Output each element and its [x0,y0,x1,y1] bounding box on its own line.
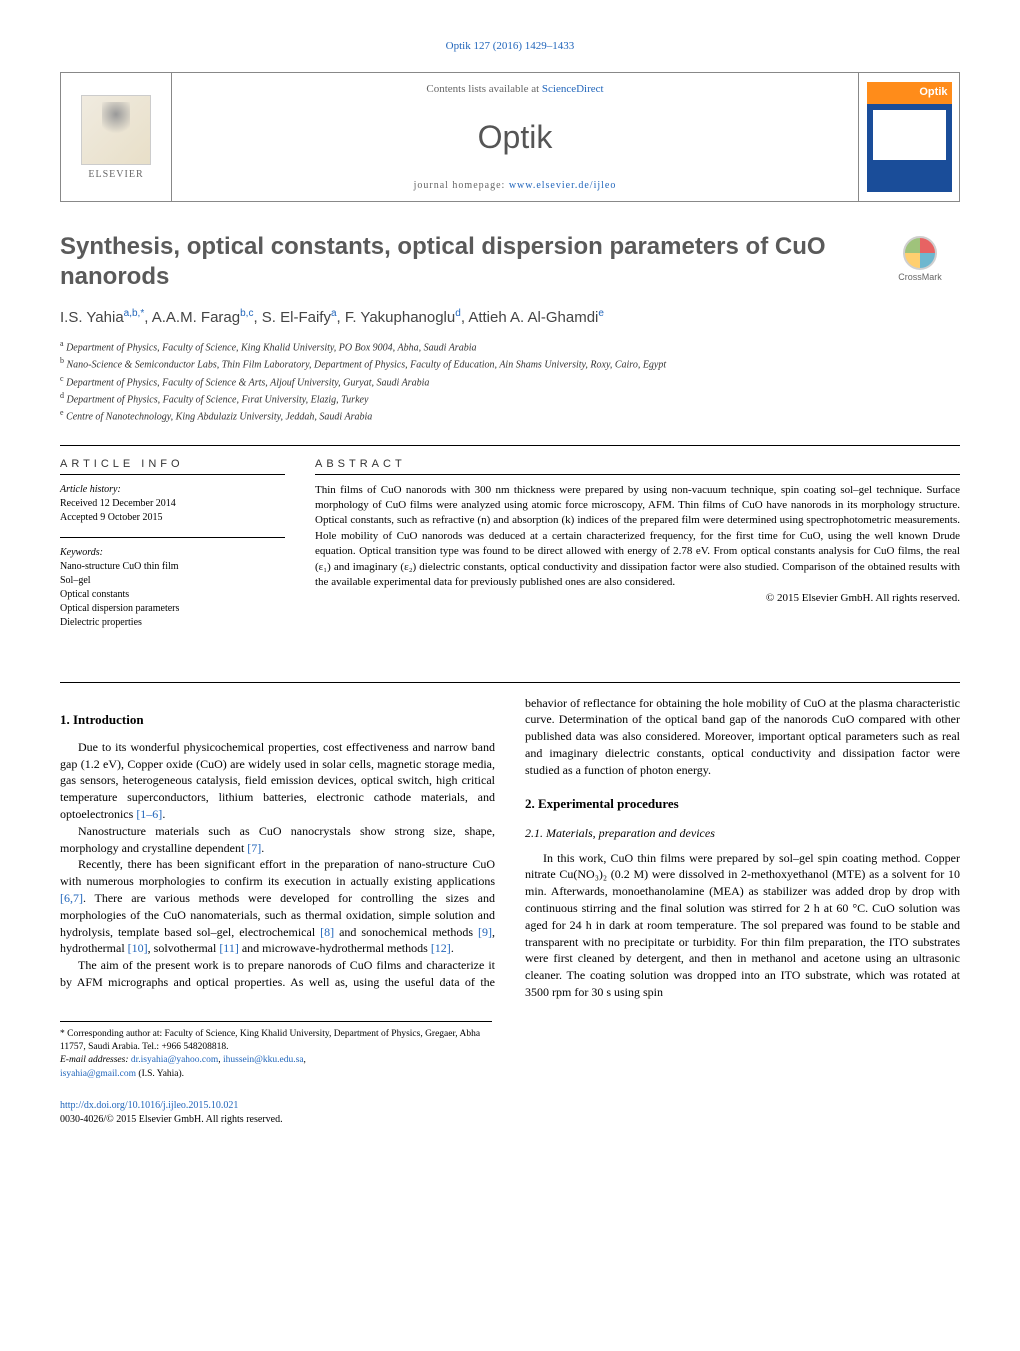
corresponding-author: * Corresponding author at: Faculty of Sc… [60,1028,492,1055]
doi-link[interactable]: http://dx.doi.org/10.1016/j.ijleo.2015.1… [60,1100,238,1111]
section-1-heading: 1. Introduction [60,711,495,729]
author-1-sup: a,b,* [124,308,145,319]
homepage-prefix: journal homepage: [414,180,509,191]
keyword: Sol–gel [60,574,285,588]
footnotes: * Corresponding author at: Faculty of Sc… [60,1021,492,1081]
affiliation-b: b Nano-Science & Semiconductor Labs, Thi… [60,355,960,372]
affiliations: a Department of Physics, Faculty of Scie… [60,338,960,425]
affiliation-a: a Department of Physics, Faculty of Scie… [60,338,960,355]
ref-link[interactable]: [11] [219,941,239,955]
section-2-1-heading: 2.1. Materials, preparation and devices [525,825,960,842]
history-label: Article history: [60,483,285,497]
contents-prefix: Contents lists available at [426,83,541,95]
divider [60,445,960,446]
exp-para: In this work, CuO thin films were prepar… [525,850,960,1001]
keyword: Nano-structure CuO thin film [60,560,285,574]
email-label: E-mail addresses: [60,1055,131,1065]
intro-para-2: Nanostructure materials such as CuO nano… [60,823,495,857]
homepage-line: journal homepage: www.elsevier.de/ijleo [414,180,617,191]
keywords-block: Keywords: Nano-structure CuO thin film S… [60,537,285,630]
ref-link[interactable]: [1–6] [136,807,162,821]
body-columns: 1. Introduction Due to its wonderful phy… [60,695,960,1001]
contents-line: Contents lists available at ScienceDirec… [426,83,603,95]
journal-cover [859,73,959,201]
crossmark-badge[interactable]: CrossMark [880,236,960,282]
abstract-text: Thin films of CuO nanorods with 300 nm t… [315,474,960,591]
affiliation-d: d Department of Physics, Faculty of Scie… [60,390,960,407]
email-line: E-mail addresses: dr.isyahia@yahoo.com, … [60,1054,492,1081]
email-link-3[interactable]: isyahia@gmail.com [60,1069,136,1079]
journal-ref-link[interactable]: Optik 127 (2016) 1429–1433 [446,40,575,52]
email-link-2[interactable]: ihussein@kku.edu.sa [223,1055,304,1065]
section-2-heading: 2. Experimental procedures [525,795,960,813]
journal-header: ELSEVIER Contents lists available at Sci… [60,72,960,202]
article-title: Synthesis, optical constants, optical di… [60,232,860,292]
author-3: , S. El-Faify [253,309,331,326]
keyword: Dielectric properties [60,616,285,630]
keywords-label: Keywords: [60,546,285,560]
ref-link[interactable]: [8] [320,925,334,939]
intro-para-3: Recently, there has been significant eff… [60,856,495,957]
ref-link[interactable]: [12] [431,941,451,955]
publisher-name: ELSEVIER [88,169,143,180]
accepted-date: Accepted 9 October 2015 [60,511,285,525]
elsevier-tree-icon [81,95,151,165]
issn-copyright: 0030-4026/© 2015 Elsevier GmbH. All righ… [60,1114,283,1125]
elsevier-logo: ELSEVIER [61,73,171,201]
article-info-heading: ARTICLE INFO [60,458,285,470]
email-person: (I.S. Yahia). [136,1069,184,1079]
journal-reference: Optik 127 (2016) 1429–1433 [60,40,960,52]
ref-link[interactable]: [6,7] [60,891,83,905]
received-date: Received 12 December 2014 [60,497,285,511]
ref-link[interactable]: [7] [247,841,261,855]
email-link-1[interactable]: dr.isyahia@yahoo.com [131,1055,218,1065]
doi-block: http://dx.doi.org/10.1016/j.ijleo.2015.1… [60,1099,960,1127]
author-4: , F. Yakuphanoglu [337,309,456,326]
ref-link[interactable]: [9] [478,925,492,939]
abstract-column: ABSTRACT Thin films of CuO nanorods with… [315,458,960,642]
header-center: Contents lists available at ScienceDirec… [171,73,859,201]
crossmark-icon [903,236,937,270]
divider [60,682,960,683]
author-5: , Attieh A. Al-Ghamdi [461,309,599,326]
abstract-heading: ABSTRACT [315,458,960,470]
keyword: Optical constants [60,588,285,602]
author-5-sup: e [598,308,604,319]
article-history: Article history: Received 12 December 20… [60,474,285,525]
article-info-column: ARTICLE INFO Article history: Received 1… [60,458,285,642]
journal-name: Optik [478,119,553,156]
intro-para-1: Due to its wonderful physicochemical pro… [60,739,495,823]
sciencedirect-link[interactable]: ScienceDirect [542,83,604,95]
crossmark-label: CrossMark [880,272,960,282]
author-2: , A.A.M. Farag [144,309,240,326]
authors-line: I.S. Yahiaa,b,*, A.A.M. Faragb,c, S. El-… [60,308,960,326]
ref-link[interactable]: [10] [128,941,148,955]
keyword: Optical dispersion parameters [60,602,285,616]
abstract-copyright: © 2015 Elsevier GmbH. All rights reserve… [315,592,960,604]
author-2-sup: b,c [240,308,253,319]
homepage-link[interactable]: www.elsevier.de/ijleo [509,180,617,191]
affiliation-e: e Centre of Nanotechnology, King Abdulaz… [60,407,960,424]
author-1: I.S. Yahia [60,309,124,326]
affiliation-c: c Department of Physics, Faculty of Scie… [60,373,960,390]
cover-thumbnail-icon [867,82,952,192]
